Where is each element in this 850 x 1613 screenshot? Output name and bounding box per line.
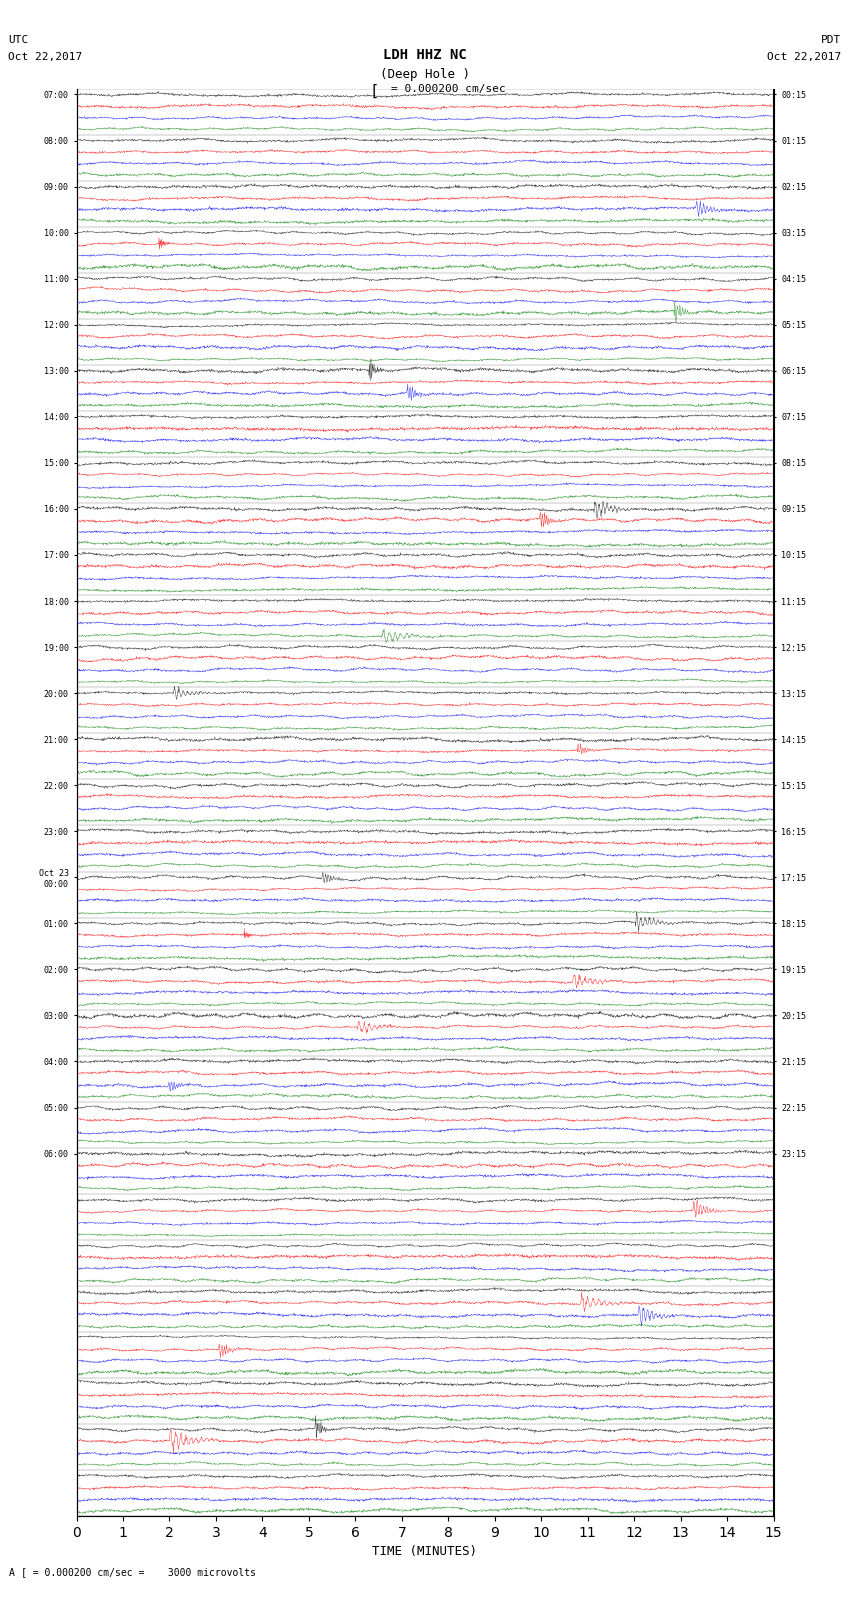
Text: (Deep Hole ): (Deep Hole ) [380,68,470,81]
Text: Oct 22,2017: Oct 22,2017 [768,52,842,61]
Text: [ = 0.000200 cm/sec =    3000 microvolts: [ = 0.000200 cm/sec = 3000 microvolts [21,1568,256,1578]
Text: = 0.000200 cm/sec: = 0.000200 cm/sec [391,84,506,94]
Text: PDT: PDT [821,35,842,45]
Text: UTC: UTC [8,35,29,45]
X-axis label: TIME (MINUTES): TIME (MINUTES) [372,1545,478,1558]
Text: LDH HHZ NC: LDH HHZ NC [383,48,467,63]
Text: [: [ [370,84,378,98]
Text: A: A [8,1568,14,1578]
Text: Oct 22,2017: Oct 22,2017 [8,52,82,61]
